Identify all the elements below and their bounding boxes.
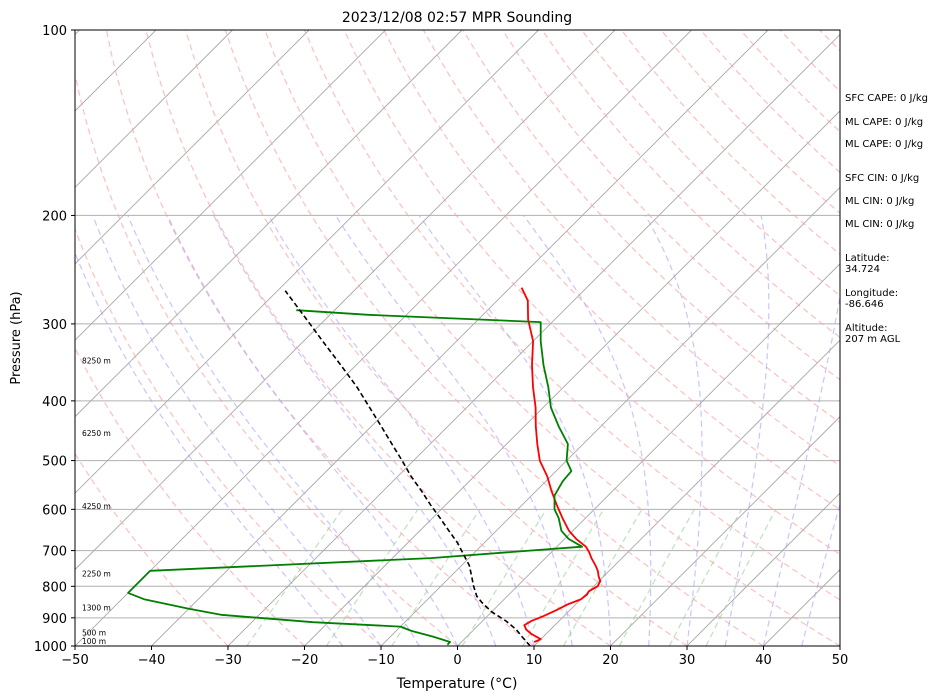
y-tick-label: 600: [42, 503, 67, 518]
dry-adiabat-line: [145, 30, 611, 646]
sfc-cin-text: SFC CIN: 0 J/kg: [845, 173, 920, 184]
x-tick-label: 50: [832, 653, 849, 668]
mixing-ratio-line: [522, 508, 605, 646]
dry-adiabat-line: [75, 227, 382, 646]
y-tick-label: 900: [42, 612, 67, 627]
x-tick-label: 0: [453, 653, 461, 668]
x-tick-label: −50: [61, 653, 88, 668]
isotherm-line: [75, 30, 692, 646]
dry-adiabat-line: [75, 71, 458, 646]
x-tick-label: 10: [526, 653, 543, 668]
y-tick-label: 500: [42, 455, 67, 470]
isotherm-line: [227, 33, 840, 646]
x-tick-label: 30: [679, 653, 696, 668]
plot-area: [75, 30, 840, 646]
y-tick-label: 100: [42, 24, 67, 39]
mixing-ratio-line: [618, 509, 695, 646]
chart-title: 2023/12/08 02:57 MPR Sounding: [342, 10, 572, 26]
moist-adiabat-line: [523, 215, 652, 646]
moist-adiabat-line: [213, 215, 497, 646]
height-label: 500 m: [82, 629, 106, 638]
isotherm-line: [686, 492, 840, 646]
moist-adiabat-line: [166, 215, 459, 646]
x-tick-label: −40: [138, 653, 165, 668]
dry-adiabat-line: [264, 30, 840, 646]
moist-adiabat-line: [644, 215, 703, 646]
y-tick-label: 400: [42, 395, 67, 410]
dry-adiabat-line: [422, 30, 840, 467]
x-tick-label: −20: [291, 653, 318, 668]
moist-adiabat-line: [127, 215, 420, 646]
temperature-profile: [520, 287, 602, 643]
dewpoint-profile: [127, 309, 583, 646]
dry-adiabat-line: [185, 30, 688, 646]
moist-adiabat-line: [335, 215, 573, 646]
isotherm-line: [75, 30, 310, 265]
x-tick-label: 20: [602, 653, 619, 668]
isotherm-line: [75, 30, 386, 341]
height-label: 1300 m: [82, 604, 111, 613]
mixing-ratio-line: [668, 509, 743, 646]
isotherm-line: [75, 30, 539, 494]
x-axis-label: Temperature (°C): [396, 676, 518, 692]
height-label: 100 m: [82, 637, 106, 646]
moist-adiabat-line: [418, 215, 612, 646]
x-tick-label: −10: [367, 653, 394, 668]
moist-adiabat-line: [92, 215, 382, 646]
ml-cape-text: ML CAPE: 0 J/kg: [845, 117, 924, 128]
y-tick-label: 700: [42, 545, 67, 560]
isotherm-line: [457, 263, 840, 646]
y-tick-label: 200: [42, 209, 67, 224]
moist-adiabat-line: [762, 293, 840, 646]
x-tick-label: −30: [214, 653, 241, 668]
latitude-text: Latitude: 34.724: [845, 253, 890, 275]
longitude-text: Longitude: -86.646: [845, 288, 899, 310]
moist-adiabat-line: [801, 502, 840, 646]
y-tick-label: 800: [42, 580, 67, 595]
dry-adiabat-line: [303, 30, 840, 601]
y-axis-label: Pressure (hPa): [9, 291, 24, 384]
plot-frame: [74, 29, 841, 647]
isotherm-line: [75, 30, 463, 418]
dry-adiabat-line: [343, 30, 840, 556]
mixing-ratio-line: [325, 508, 419, 646]
isotherm-line: [75, 30, 616, 571]
isotherm-line: [304, 110, 840, 646]
dry-adiabat-line: [75, 346, 305, 646]
axis-ticks: −50 −40 −30 −20 −10 0 10 20 30 40 50 100 200 300 400 50…: [34, 24, 848, 668]
mixing-ratio-line: [705, 509, 777, 646]
mixing-ratio-line: [246, 508, 343, 646]
altitude-text: Altitude: 207 m AGL: [845, 323, 901, 345]
ml-cin-text-2: ML CIN: 0 J/kg: [845, 219, 915, 230]
ml-cin-text: ML CIN: 0 J/kg: [845, 196, 915, 207]
dry-adiabat-line: [105, 30, 535, 646]
isotherm-line: [610, 416, 840, 646]
height-label: 6250 m: [82, 429, 111, 438]
height-label: 8250 m: [82, 356, 111, 365]
y-tick-label: 300: [42, 318, 67, 333]
parcel-profile: [284, 290, 531, 646]
mixing-ratio-line: [461, 508, 547, 646]
ml-cape-text-2: ML CAPE: 0 J/kg: [845, 139, 924, 150]
isotherm-line: [533, 339, 840, 646]
dry-adiabat-line: [383, 30, 840, 511]
isotherm-line: [75, 30, 233, 189]
isotherm-line: [151, 30, 769, 646]
mixing-ratio-line: [562, 508, 643, 646]
isotherm-line: [380, 186, 840, 646]
x-tick-label: 40: [755, 653, 772, 668]
sfc-cape-text: SFC CAPE: 0 J/kg: [845, 93, 928, 104]
y-tick-label: 1000: [34, 640, 67, 655]
moist-adiabat-line: [268, 215, 535, 646]
height-label: 2250 m: [82, 569, 111, 578]
height-label: 4250 m: [82, 502, 111, 511]
